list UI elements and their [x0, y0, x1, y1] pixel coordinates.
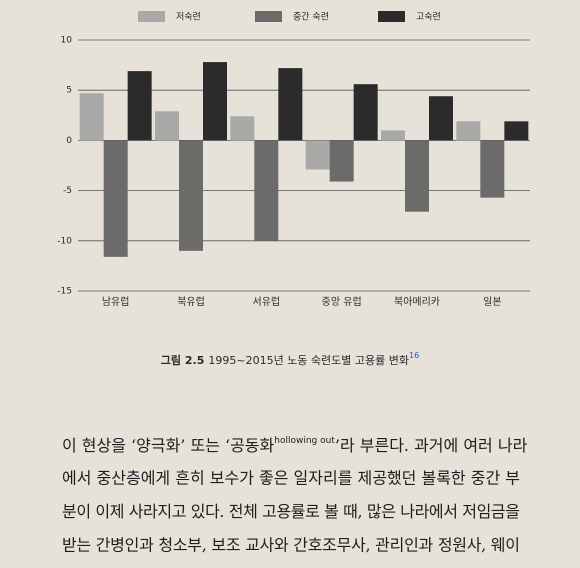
bar: [456, 121, 481, 141]
body-text: 이 현상을 ‘양극화’ 또는 ‘공동화: [62, 436, 275, 455]
legend-label: 저숙련: [176, 12, 201, 23]
legend-swatch: [138, 11, 165, 22]
x-tick-label: 북아메리카: [394, 296, 440, 308]
bar: [353, 84, 378, 141]
bar: [405, 140, 429, 212]
x-tick-label: 일본: [483, 296, 501, 308]
x-tick-label: 북유럽: [177, 296, 205, 308]
legend-label: 고숙련: [416, 12, 441, 23]
legend-swatch: [255, 11, 282, 22]
bar: [305, 140, 330, 170]
bar: [329, 140, 354, 182]
y-tick-label: -15: [57, 287, 72, 297]
caption: 그림 2.5 1995~2015년 노동 숙련도별 고용률 변화16: [161, 351, 419, 368]
bar: [155, 111, 179, 141]
body-line: 받는 간병인과 청소부, 보조 교사와 간호조무사, 관리인과 정원사, 웨이: [62, 536, 520, 555]
x-tick-label: 남유럽: [102, 296, 130, 308]
y-tick-label: -5: [63, 186, 72, 196]
bar: [230, 116, 255, 141]
y-tick-label: 5: [66, 86, 72, 96]
bar: [254, 140, 279, 241]
bar: [203, 62, 227, 141]
body-superscript: hollowing out: [274, 436, 335, 446]
body-line: 이 현상을 ‘양극화’ 또는 ‘공동화hollowing out’라 부른다. …: [62, 436, 528, 455]
y-tick-label: 0: [66, 136, 72, 146]
body-line: 에서 중산층에게 흔히 보수가 좋은 일자리를 제공했던 볼록한 중간 부: [62, 469, 520, 488]
caption-text: 1995~2015년 노동 숙련도별 고용률 변화: [208, 354, 409, 367]
body-line: 분이 이제 사라지고 있다. 전체 고용률로 볼 때, 많은 나라에서 저임금을: [62, 502, 520, 521]
y-tick-label: -10: [57, 236, 72, 246]
y-tick-label: 10: [61, 36, 73, 46]
bar: [480, 140, 505, 198]
bar: [127, 71, 152, 141]
legend-swatch: [378, 11, 405, 22]
body-text: ’라 부른다. 과거에 여러 나라: [335, 436, 528, 455]
bar: [103, 140, 128, 257]
caption-label: 그림 2.5: [161, 354, 205, 367]
x-tick-label: 중앙 유럽: [322, 296, 362, 308]
bar: [504, 121, 529, 141]
bar: [79, 93, 104, 141]
bar: [381, 130, 405, 141]
bar: [429, 96, 453, 141]
caption-note: 16: [409, 351, 419, 360]
bar: [278, 68, 303, 141]
bar: [179, 140, 203, 251]
legend-label: 중간 숙련: [293, 12, 329, 23]
x-tick-label: 서유럽: [253, 296, 281, 308]
